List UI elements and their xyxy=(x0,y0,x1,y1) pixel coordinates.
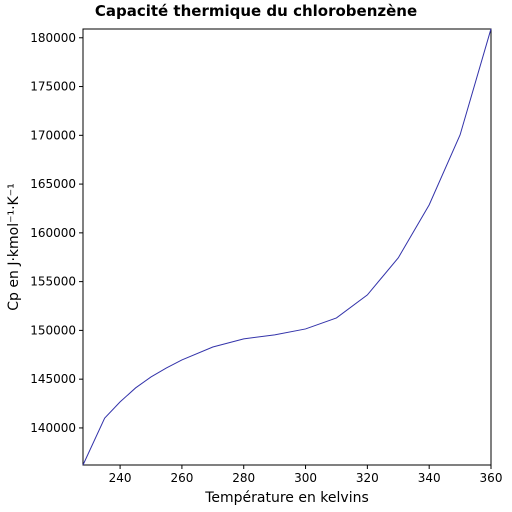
x-tick-label: 340 xyxy=(418,471,441,485)
x-tick-label: 360 xyxy=(480,471,503,485)
chart-title: Capacité thermique du chlorobenzène xyxy=(95,2,417,20)
y-tick-label: 145000 xyxy=(30,372,76,386)
y-tick-label: 155000 xyxy=(30,275,76,289)
y-tick-label: 170000 xyxy=(30,128,76,142)
y-tick-label: 165000 xyxy=(30,177,76,191)
x-tick-label: 300 xyxy=(294,471,317,485)
y-tick-label: 160000 xyxy=(30,226,76,240)
x-tick-label: 320 xyxy=(356,471,379,485)
y-tick-label: 150000 xyxy=(30,323,76,337)
y-tick-label: 180000 xyxy=(30,31,76,45)
y-axis-label: Cp en J·kmol⁻¹·K⁻¹ xyxy=(6,183,22,310)
data-line xyxy=(82,28,492,466)
x-tick-label: 280 xyxy=(232,471,255,485)
x-tick-label: 260 xyxy=(170,471,193,485)
plot-frame xyxy=(82,28,492,466)
y-tick-label: 140000 xyxy=(30,421,76,435)
x-axis-label: Température en kelvins xyxy=(204,490,369,506)
x-tick-label: 240 xyxy=(109,471,132,485)
y-tick-label: 175000 xyxy=(30,80,76,94)
